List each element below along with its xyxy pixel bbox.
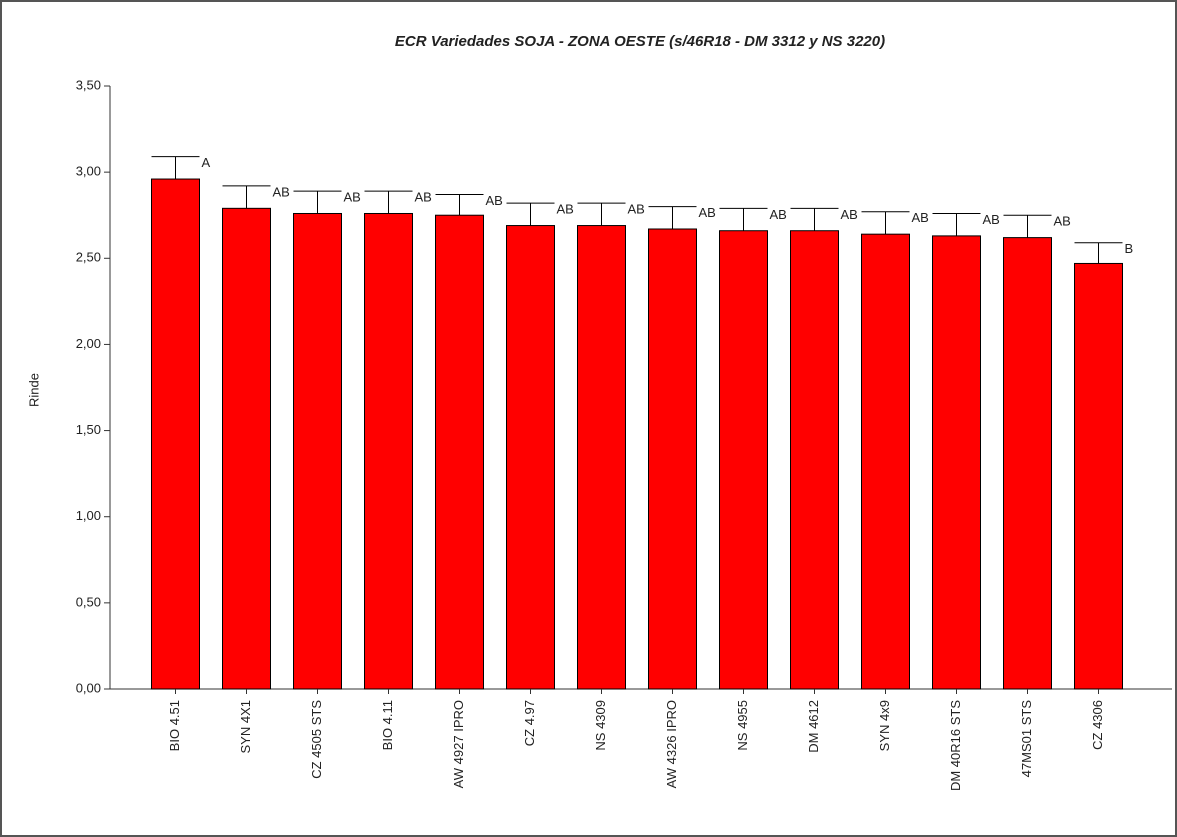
group-letter: AB [486, 193, 503, 208]
y-axis-label: Rinde [26, 373, 41, 407]
bar [364, 212, 413, 690]
x-tick-label: SYN 4X1 [238, 700, 253, 753]
x-tick-label: CZ 4505 STS [309, 700, 324, 779]
bar [932, 235, 981, 690]
group-letter: AB [557, 202, 574, 217]
y-tick-label: 2,00 [76, 336, 101, 351]
y-tick-label: 2,50 [76, 250, 101, 265]
group-letter: AB [699, 205, 716, 220]
group-letter: AB [415, 190, 432, 205]
y-tick-label: 3,50 [76, 77, 101, 92]
x-tick-label: CZ 4.97 [522, 700, 537, 746]
group-letter: AB [841, 207, 858, 222]
bar [790, 230, 839, 690]
bar [648, 228, 697, 690]
x-tick-label: NS 4309 [593, 700, 608, 751]
group-letter: AB [770, 207, 787, 222]
group-letter: B [1125, 241, 1134, 256]
bar [293, 212, 342, 690]
bar [435, 214, 484, 690]
x-tick-label: NS 4955 [735, 700, 750, 751]
y-tick-label: 1,50 [76, 422, 101, 437]
bar [577, 225, 626, 690]
group-letter: A [202, 155, 211, 170]
x-tick-label: SYN 4x9 [877, 700, 892, 751]
bar [222, 207, 271, 690]
group-letter: AB [983, 212, 1000, 227]
group-letter: AB [912, 210, 929, 225]
x-tick-label: BIO 4.51 [167, 700, 182, 751]
chart-title: ECR Variedades SOJA - ZONA OESTE (s/46R1… [395, 33, 885, 50]
x-tick-label: 47MS01 STS [1019, 700, 1034, 778]
group-letter: AB [344, 190, 361, 205]
bar [719, 230, 768, 690]
bar [1003, 237, 1052, 690]
y-tick-label: 1,00 [76, 508, 101, 523]
y-tick-label: 0,50 [76, 594, 101, 609]
bar [151, 178, 200, 690]
x-tick-label: DM 4612 [806, 700, 821, 753]
x-tick-label: AW 4927 IPRO [451, 700, 466, 788]
x-tick-label: DM 40R16 STS [948, 700, 963, 791]
x-tick-label: AW 4326 IPRO [664, 700, 679, 788]
group-letter: AB [273, 184, 290, 199]
bar [861, 233, 910, 690]
x-tick-label: BIO 4.11 [380, 700, 395, 750]
y-tick-label: 0,00 [76, 680, 101, 695]
y-tick-label: 3,00 [76, 164, 101, 179]
group-letter: AB [628, 202, 645, 217]
bar [1074, 262, 1123, 690]
group-letter: AB [1054, 214, 1071, 229]
x-tick-label: CZ 4306 [1090, 700, 1105, 750]
bar [506, 225, 555, 690]
